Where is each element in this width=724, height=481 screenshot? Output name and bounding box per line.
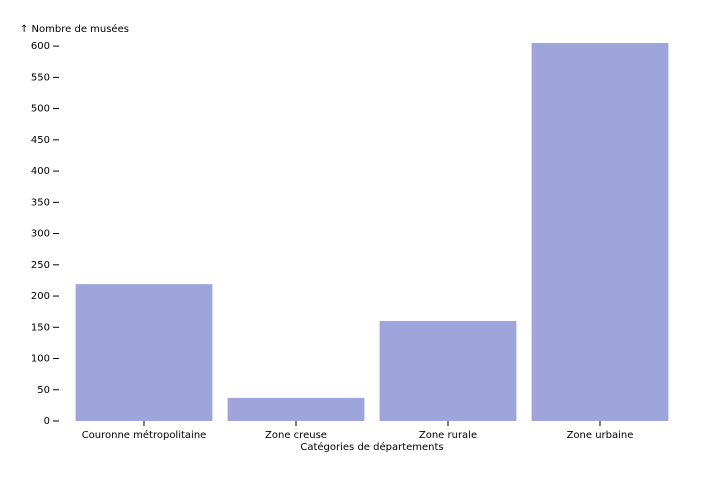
y-tick-label: 50 xyxy=(37,385,50,396)
bar xyxy=(75,284,213,421)
y-tick-label: 300 xyxy=(31,229,50,240)
y-tick-label: 150 xyxy=(31,322,50,333)
y-tick-label: 200 xyxy=(31,291,50,302)
y-tick-label: 450 xyxy=(31,135,50,146)
bar xyxy=(531,43,669,421)
x-tick-label: Couronne métropolitaine xyxy=(82,429,207,441)
x-tick-label: Zone rurale xyxy=(419,430,477,441)
y-tick-label: 350 xyxy=(31,197,50,208)
y-tick-label: 100 xyxy=(31,354,50,365)
y-tick-label: 500 xyxy=(31,104,50,115)
y-tick-label: 600 xyxy=(31,41,50,52)
y-axis-label: ↑ Nombre de musées xyxy=(20,23,129,35)
bar xyxy=(227,397,365,421)
x-tick-label: Zone creuse xyxy=(265,430,327,441)
y-tick-label: 550 xyxy=(31,72,50,83)
bar xyxy=(379,321,517,421)
y-tick-label: 250 xyxy=(31,260,50,271)
y-tick-label: 0 xyxy=(44,416,50,427)
y-tick-label: 400 xyxy=(31,166,50,177)
x-tick-label: Zone urbaine xyxy=(567,430,634,441)
x-axis-label: Catégories de départements xyxy=(300,441,443,453)
